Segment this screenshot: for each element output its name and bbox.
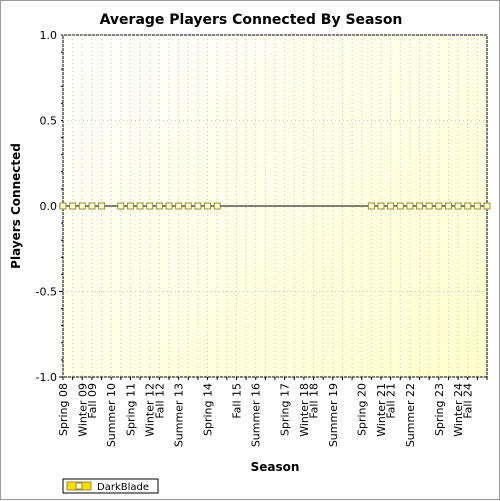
y-ticks: 1.0 0.5 0.0 -0.5 -1.0 bbox=[36, 29, 63, 384]
data-point bbox=[377, 202, 385, 210]
data-point bbox=[406, 202, 414, 210]
data-point bbox=[396, 202, 404, 210]
data-point bbox=[483, 202, 491, 210]
data-point bbox=[473, 202, 481, 210]
y-tick-label: -0.5 bbox=[36, 286, 57, 299]
data-point bbox=[117, 202, 125, 210]
data-point bbox=[175, 202, 183, 210]
x-tick-label: Fall 09 bbox=[86, 383, 99, 419]
y-axis-title: Players Connected bbox=[9, 143, 23, 269]
y-tick-label: 0.5 bbox=[40, 115, 58, 128]
legend-marker bbox=[75, 482, 83, 490]
x-tick-label: Spring 08 bbox=[57, 383, 70, 436]
x-tick-label: Spring 17 bbox=[279, 383, 292, 436]
data-point bbox=[78, 202, 86, 210]
x-tick-label: Fall 21 bbox=[385, 383, 398, 419]
x-tick-label: Spring 23 bbox=[433, 383, 446, 436]
data-point bbox=[425, 202, 433, 210]
x-tick-label: Summer 22 bbox=[404, 383, 417, 447]
x-tick-label: Spring 14 bbox=[202, 383, 215, 436]
data-point bbox=[444, 202, 452, 210]
legend: DarkBlade bbox=[62, 478, 159, 494]
data-point bbox=[136, 202, 144, 210]
data-point bbox=[59, 202, 67, 210]
x-tick-label: Summer 19 bbox=[327, 383, 340, 447]
data-point bbox=[98, 202, 106, 210]
x-tick-label: Winter 21 bbox=[375, 383, 388, 437]
data-point bbox=[435, 202, 443, 210]
x-axis-title: Season bbox=[251, 460, 300, 474]
data-point bbox=[155, 202, 163, 210]
data-point bbox=[367, 202, 375, 210]
x-tick-label: Fall 18 bbox=[308, 383, 321, 419]
x-tick-label: Winter 24 bbox=[452, 383, 465, 437]
chart-title: Average Players Connected By Season bbox=[100, 12, 403, 28]
data-point bbox=[387, 202, 395, 210]
data-point bbox=[454, 202, 462, 210]
x-tick-label: Summer 10 bbox=[105, 383, 118, 447]
data-point bbox=[416, 202, 424, 210]
data-point bbox=[464, 202, 472, 210]
data-point bbox=[184, 202, 192, 210]
x-tick-label: Spring 20 bbox=[356, 383, 369, 436]
x-tick-label: Fall 12 bbox=[153, 383, 166, 419]
x-tick-label: Fall 24 bbox=[462, 383, 475, 419]
data-point bbox=[69, 202, 77, 210]
data-point bbox=[88, 202, 96, 210]
x-tick-label: Winter 12 bbox=[144, 383, 157, 437]
x-tick-label: Summer 16 bbox=[250, 383, 263, 447]
x-tick-label: Winter 18 bbox=[298, 383, 311, 437]
data-point bbox=[165, 202, 173, 210]
y-tick-label: 1.0 bbox=[40, 29, 58, 42]
data-point bbox=[194, 202, 202, 210]
y-tick-label: -1.0 bbox=[36, 371, 57, 384]
data-point bbox=[213, 202, 221, 210]
data-point bbox=[204, 202, 212, 210]
data-point bbox=[146, 202, 154, 210]
x-tick-label: Spring 11 bbox=[124, 383, 137, 436]
legend-label: DarkBlade bbox=[97, 482, 149, 493]
x-tick-label: Summer 13 bbox=[173, 383, 186, 447]
x-tick-label: Fall 15 bbox=[230, 383, 243, 419]
y-tick-label: 0.0 bbox=[40, 200, 58, 213]
x-tick-label: Winter 09 bbox=[76, 383, 89, 437]
series-layer bbox=[59, 202, 491, 210]
data-point bbox=[126, 202, 134, 210]
